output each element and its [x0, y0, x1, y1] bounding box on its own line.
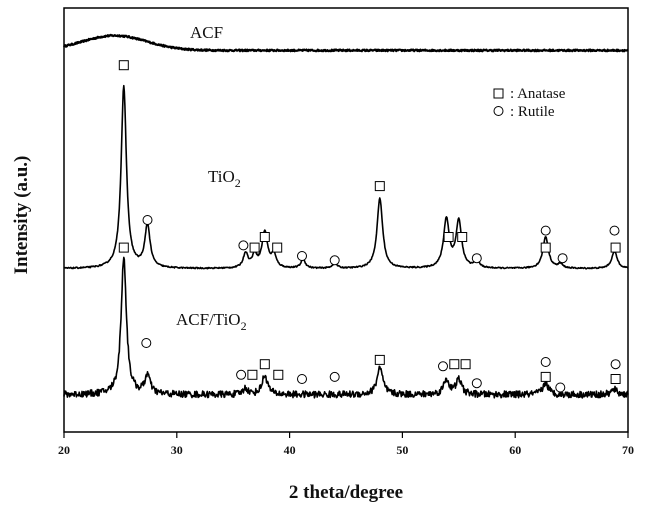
rutile-marker — [329, 371, 340, 382]
anatase-marker — [118, 60, 129, 71]
anatase-marker — [272, 242, 283, 253]
series-label-acf-tio2: ACF/TiO2 — [176, 310, 247, 333]
phase-markers — [118, 60, 621, 393]
legend-rutile-label: : Rutile — [510, 104, 555, 120]
anatase-marker — [460, 359, 471, 370]
rutile-marker — [142, 215, 153, 225]
anatase-marker — [374, 181, 385, 192]
x-tick-label: 40 — [284, 443, 296, 457]
anatase-marker — [247, 369, 258, 380]
x-axis-ticks: 20 30 40 50 60 70 — [58, 432, 634, 457]
x-tick-label: 70 — [622, 443, 634, 457]
anatase-marker — [259, 359, 270, 370]
series-line-acf-tio2 — [63, 256, 629, 399]
x-axis-label: 2 theta/degree — [288, 482, 404, 503]
rutile-marker — [471, 378, 482, 389]
rutile-marker — [540, 357, 551, 367]
legend-anatase-marker — [493, 88, 504, 99]
series-label-acf: ACF — [190, 23, 223, 42]
legend: : Anatase : Rutile — [493, 86, 566, 120]
legend-anatase-label: : Anatase — [510, 86, 566, 102]
series-line-acf — [62, 33, 629, 53]
rutile-marker — [438, 361, 448, 372]
anatase-marker — [610, 242, 621, 253]
series-curves — [62, 33, 629, 399]
anatase-marker — [118, 242, 129, 253]
x-tick-label: 20 — [58, 443, 70, 457]
legend-rutile-marker — [493, 106, 504, 116]
rutile-marker — [236, 369, 247, 380]
rutile-marker — [609, 225, 620, 236]
rutile-marker — [555, 382, 566, 393]
anatase-marker — [259, 232, 270, 242]
anatase-marker — [249, 242, 260, 253]
rutile-marker — [610, 359, 621, 370]
rutile-marker — [238, 240, 249, 251]
anatase-marker — [540, 242, 551, 253]
rutile-marker — [297, 374, 307, 384]
anatase-marker — [540, 371, 551, 382]
rutile-marker — [329, 255, 340, 266]
rutile-marker — [540, 225, 551, 236]
plot-frame — [63, 7, 629, 433]
x-tick-label: 30 — [171, 443, 183, 457]
anatase-marker — [273, 369, 284, 380]
rutile-marker — [557, 253, 568, 264]
series-label-tio2: TiO2 — [208, 167, 241, 190]
anatase-marker — [610, 374, 621, 384]
anatase-marker — [443, 232, 454, 242]
anatase-marker — [449, 359, 460, 370]
rutile-marker — [297, 251, 307, 261]
y-axis-label: Intensity (a.u.) — [11, 155, 32, 275]
anatase-marker — [374, 354, 385, 365]
rutile-marker — [141, 338, 152, 348]
x-tick-label: 50 — [396, 443, 408, 457]
rutile-marker — [471, 253, 482, 264]
series-line-tio2 — [63, 84, 629, 270]
anatase-marker — [457, 232, 468, 242]
x-tick-label: 60 — [509, 443, 521, 457]
